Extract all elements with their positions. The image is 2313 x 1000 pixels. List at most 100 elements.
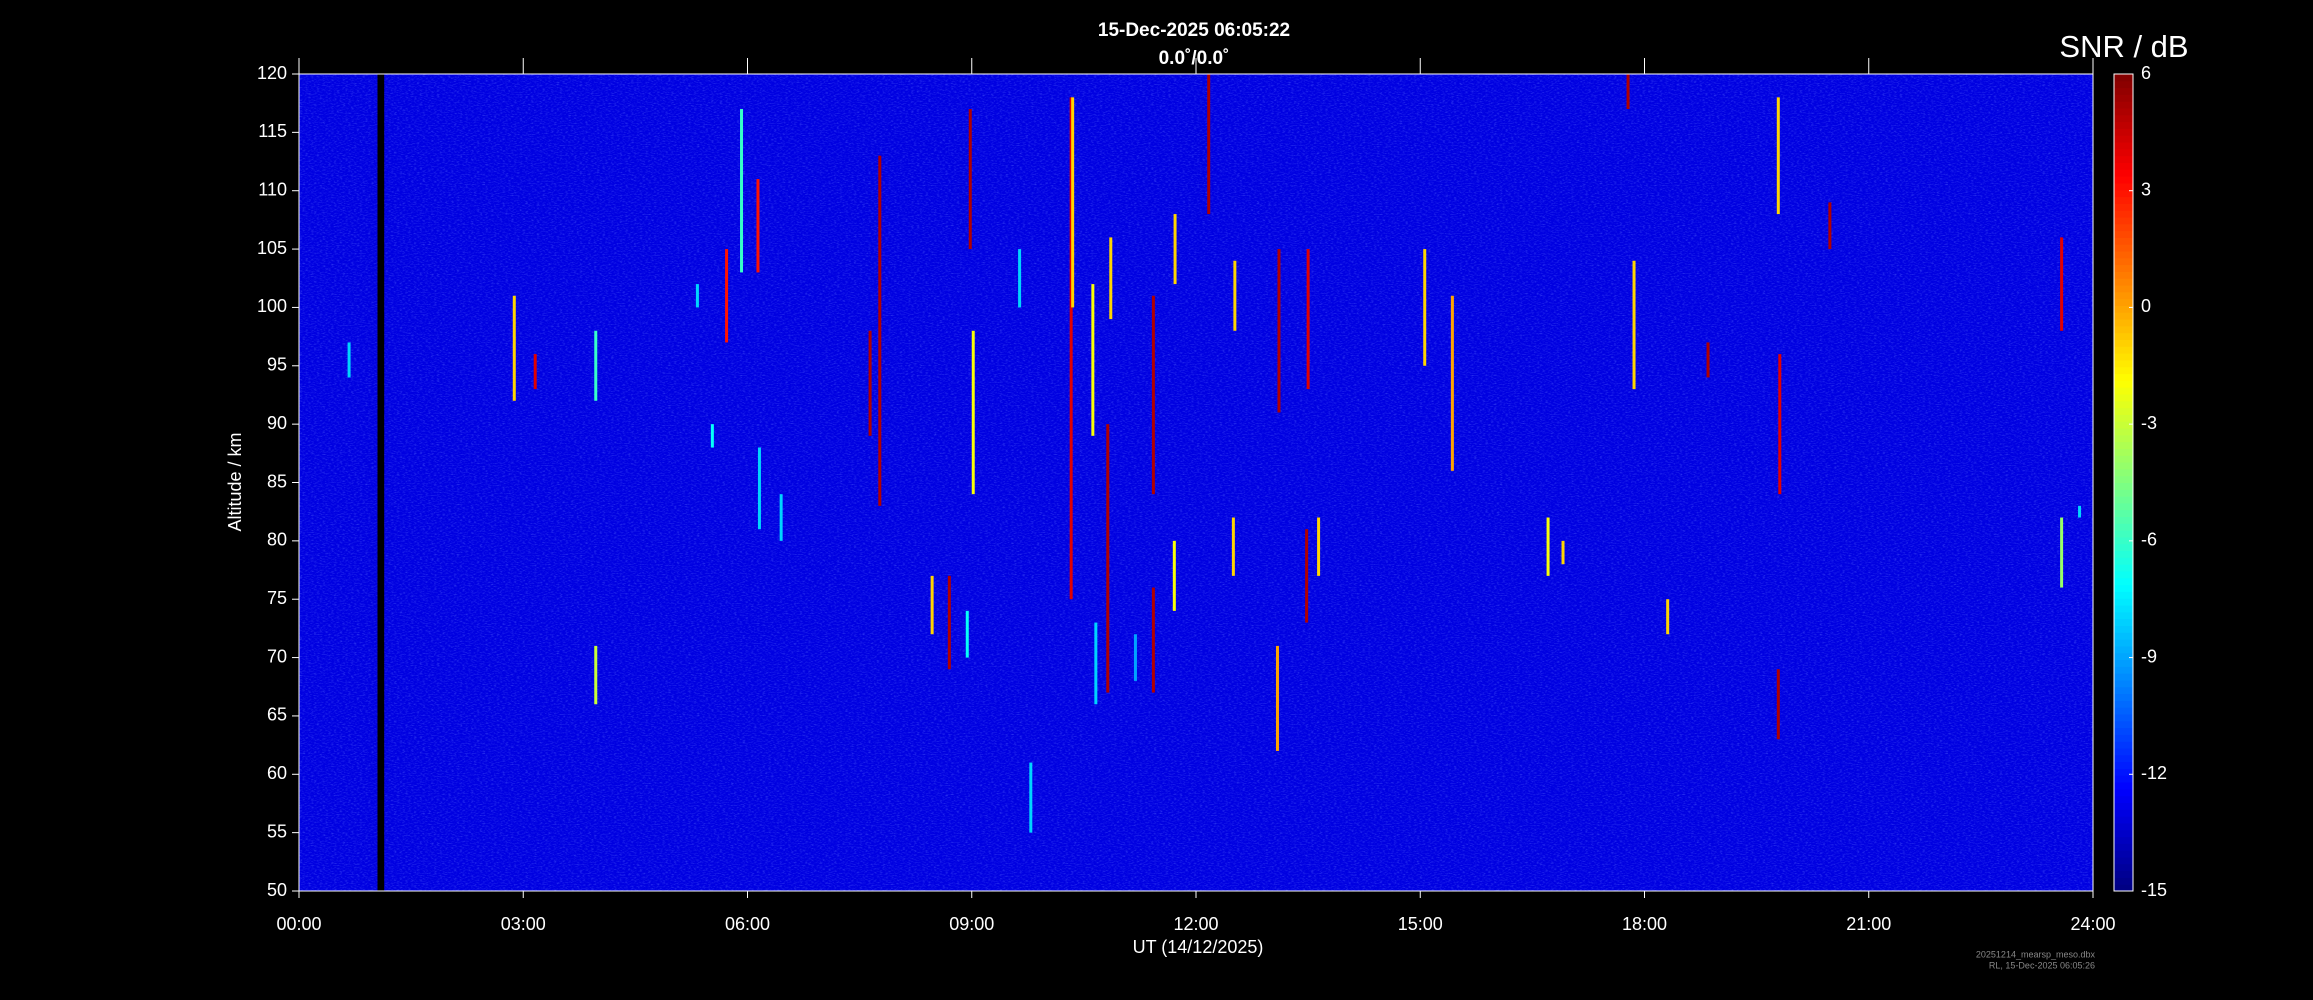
colorbar-segment <box>2114 182 2133 191</box>
colorbar-segment <box>2114 782 2133 790</box>
y-tick-label: 105 <box>257 238 287 258</box>
colorbar-segment <box>2114 74 2133 82</box>
colorbar-segment <box>2114 162 2133 170</box>
echo <box>1133 634 1137 681</box>
echo <box>1277 249 1281 413</box>
echo <box>1151 295 1155 495</box>
footnote: 20251214_mearsp_meso.dbx <box>1976 949 2096 959</box>
colorbar-segment <box>2114 884 2133 892</box>
colorbar-segment <box>2114 244 2133 252</box>
colorbar-segment <box>2114 216 2133 225</box>
colorbar-segment <box>2114 489 2133 497</box>
x-tick-label: 15:00 <box>1398 914 1443 934</box>
echo <box>1231 517 1235 576</box>
y-tick-label: 65 <box>267 705 287 725</box>
echo <box>1423 249 1427 366</box>
colorbar-segment <box>2114 734 2133 742</box>
colorbar-segment <box>2114 605 2133 613</box>
colorbar-segment <box>2114 727 2133 735</box>
colorbar-segment <box>2114 822 2133 831</box>
colorbar-tick-label: 3 <box>2141 179 2151 199</box>
colorbar-segment <box>2114 142 2133 150</box>
colorbar-segment <box>2114 816 2133 824</box>
colorbar-segment <box>2114 285 2133 293</box>
colorbar-segment <box>2114 761 2133 769</box>
echo <box>1094 622 1098 705</box>
colorbar-segment <box>2114 625 2133 633</box>
colorbar-segment <box>2114 618 2133 626</box>
colorbar-segment <box>2114 516 2133 524</box>
colorbar-segment <box>2114 128 2133 136</box>
colorbar-segment <box>2114 802 2133 810</box>
x-tick-label: 06:00 <box>725 914 770 934</box>
y-tick-label: 75 <box>267 588 287 608</box>
colorbar-segment <box>2114 108 2133 116</box>
colorbar-segment <box>2114 686 2133 695</box>
y-tick-label: 80 <box>267 530 287 550</box>
y-tick-label: 100 <box>257 296 287 316</box>
colorbar-segment <box>2114 94 2133 102</box>
echo <box>1018 249 1022 308</box>
echo <box>947 575 951 670</box>
y-axis-label: Altitude / km <box>225 432 245 531</box>
colorbar-segment <box>2114 271 2133 279</box>
colorbar-segment <box>2114 441 2133 449</box>
colorbar-segment <box>2114 829 2133 838</box>
colorbar-segment <box>2114 339 2133 347</box>
colorbar-segment <box>2114 462 2133 470</box>
echo <box>1172 540 1176 611</box>
colorbar-segment <box>2114 298 2133 306</box>
colorbar-segment <box>2114 176 2133 184</box>
colorbar-segment <box>2114 135 2133 143</box>
echo <box>1666 599 1670 635</box>
colorbar-segment <box>2114 434 2133 443</box>
colorbar-segment <box>2114 325 2133 334</box>
echo <box>533 354 537 390</box>
colorbar-segment <box>2114 230 2133 238</box>
colorbar-frame <box>2113 73 2134 892</box>
colorbar-segment <box>2114 788 2133 797</box>
colorbar-segment <box>2114 530 2133 538</box>
colorbar-segment <box>2114 380 2133 388</box>
colorbar-segment <box>2114 856 2133 865</box>
colorbar-segment <box>2114 557 2133 565</box>
x-axis-label: UT (14/12/2025) <box>1133 937 1264 957</box>
colorbar-segment <box>2114 332 2133 341</box>
colorbar-segment <box>2114 414 2133 422</box>
colorbar-tick-label: -3 <box>2141 413 2157 433</box>
colorbar-segment <box>2114 87 2133 95</box>
echo <box>1275 645 1279 751</box>
colorbar-segment <box>2114 80 2133 89</box>
colorbar-segment <box>2114 550 2133 558</box>
colorbar-segment <box>2114 809 2133 817</box>
echo <box>779 494 783 541</box>
colorbar-segment <box>2114 584 2133 592</box>
colorbar-segment <box>2114 189 2133 198</box>
colorbar-segment <box>2114 169 2133 177</box>
colorbar-segment <box>2114 353 2133 361</box>
echo <box>1632 260 1636 390</box>
colorbar-segment <box>2114 257 2133 266</box>
colorbar-segment <box>2114 359 2133 368</box>
colorbar-segment <box>2114 319 2133 327</box>
colorbar-segment <box>2114 482 2133 490</box>
colorbar-label: SNR / dB <box>2059 29 2188 64</box>
footnote: RL, 15-Dec-2025 06:05:26 <box>1989 960 2095 970</box>
echo <box>2060 237 2064 331</box>
colorbar-segment <box>2114 571 2133 579</box>
colorbar-segment <box>2114 666 2133 674</box>
colorbar-segment <box>2114 870 2133 878</box>
x-tick-label: 03:00 <box>501 914 546 934</box>
colorbar-segment <box>2114 428 2133 436</box>
colorbar-segment <box>2114 707 2133 715</box>
echo <box>695 284 699 308</box>
colorbar-segment <box>2114 223 2133 232</box>
colorbar-segment <box>2114 700 2133 708</box>
colorbar-segment <box>2114 877 2133 885</box>
echo <box>968 109 972 250</box>
colorbar-segment <box>2114 210 2133 218</box>
colorbar-segment <box>2114 114 2133 123</box>
colorbar-segment <box>2114 768 2133 776</box>
echo <box>1776 97 1780 215</box>
